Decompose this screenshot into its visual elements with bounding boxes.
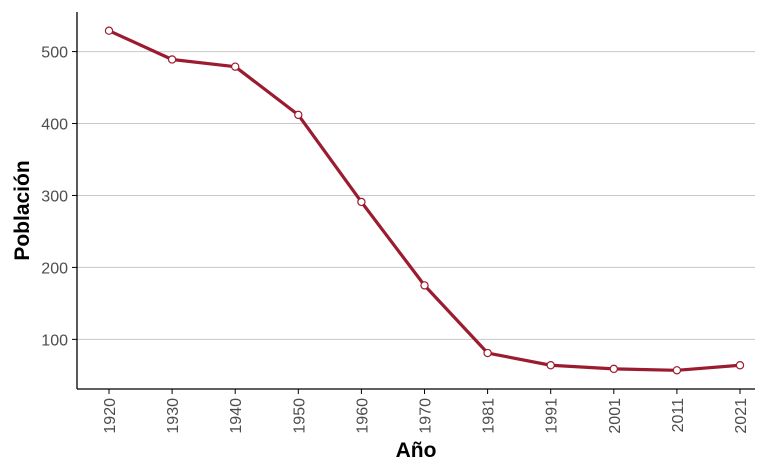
gridlines	[77, 51, 755, 340]
y-tick-label: 500	[41, 45, 68, 62]
data-point	[104, 26, 114, 35]
x-tick-label: 2001	[607, 398, 624, 434]
x-tick-label: 1960	[354, 398, 371, 434]
x-tick-label: 1920	[102, 398, 119, 434]
x-tick-label: 2011	[670, 398, 687, 433]
data-point	[546, 361, 555, 370]
series-line	[107, 29, 742, 372]
y-axis-title: Población	[11, 160, 34, 260]
x-axis-title: Año	[396, 439, 437, 459]
x-tick-label: 1991	[544, 398, 561, 434]
data-point	[609, 364, 619, 374]
data-point	[672, 366, 682, 375]
x-tick-label: 1940	[228, 398, 245, 434]
x-tick-label: 2021	[733, 398, 750, 434]
y-axis-ticks: 100 200 300 400 500	[41, 45, 77, 349]
x-axis-ticks: 1920 1930 1940 1950 1960 1970 1981 1991 2001 2011…	[102, 389, 750, 434]
x-tick-label: 1970	[418, 398, 435, 434]
y-tick-label: 200	[41, 260, 68, 277]
data-point	[294, 110, 303, 120]
x-tick-label: 1950	[291, 398, 308, 434]
y-tick-label: 100	[41, 332, 68, 349]
data-point	[230, 62, 240, 71]
x-tick-label: 1981	[481, 398, 498, 434]
data-point	[420, 281, 429, 290]
y-tick-label: 400	[41, 117, 68, 134]
data-point	[483, 348, 492, 358]
data-point	[167, 55, 177, 64]
axes	[76, 12, 755, 390]
x-tick-label: 1930	[165, 398, 182, 434]
data-point	[357, 197, 366, 207]
y-tick-label: 300	[41, 188, 68, 205]
series-layer	[104, 26, 745, 375]
data-point	[735, 361, 745, 370]
